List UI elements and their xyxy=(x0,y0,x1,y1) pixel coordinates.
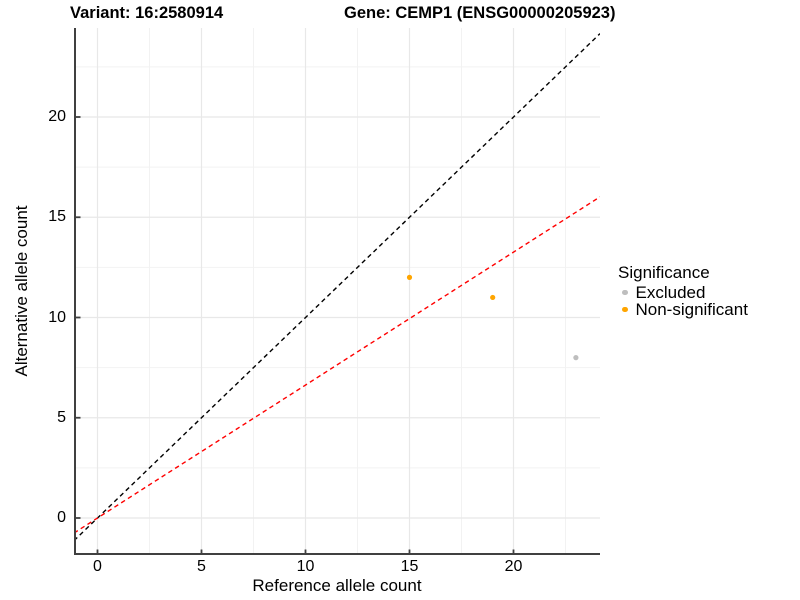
plot-title-variant: Variant: 16:2580914 xyxy=(70,4,224,22)
legend-item-label: Non-significant xyxy=(635,300,748,319)
data-point-non-significant xyxy=(490,294,496,301)
scatter-plot xyxy=(74,28,600,555)
y-axis-title: Alternative allele count xyxy=(12,205,31,377)
excluded-point-icon xyxy=(622,289,628,296)
legend-item-label: Excluded xyxy=(635,283,706,302)
non-significant-point-icon xyxy=(622,306,628,313)
y-tick-label: 5 xyxy=(57,408,66,426)
legend-title: Significance xyxy=(618,263,710,282)
x-tick-label: 5 xyxy=(197,558,206,575)
reference-line-identity xyxy=(74,33,600,542)
y-tick-label: 20 xyxy=(48,108,66,125)
reference-line-expected-ratio xyxy=(74,196,600,534)
legend-item-non-significant: Non-significant xyxy=(622,301,748,318)
data-point-excluded xyxy=(573,355,579,361)
x-tick-label: 10 xyxy=(296,558,315,575)
y-tick-label: 15 xyxy=(48,208,66,226)
plot-panel xyxy=(74,28,600,555)
x-tick-label: 20 xyxy=(504,558,523,575)
x-tick-label: 15 xyxy=(400,558,419,575)
data-point-non-significant xyxy=(406,274,413,280)
y-tick-label: 0 xyxy=(57,509,66,526)
legend-item-excluded: Excluded xyxy=(622,284,705,301)
x-tick-label: 0 xyxy=(93,558,102,575)
x-axis-title: Reference allele count xyxy=(252,576,422,595)
plot-title-gene: Gene: CEMP1 (ENSG00000205923) xyxy=(344,4,616,22)
y-tick-label: 10 xyxy=(48,308,66,326)
